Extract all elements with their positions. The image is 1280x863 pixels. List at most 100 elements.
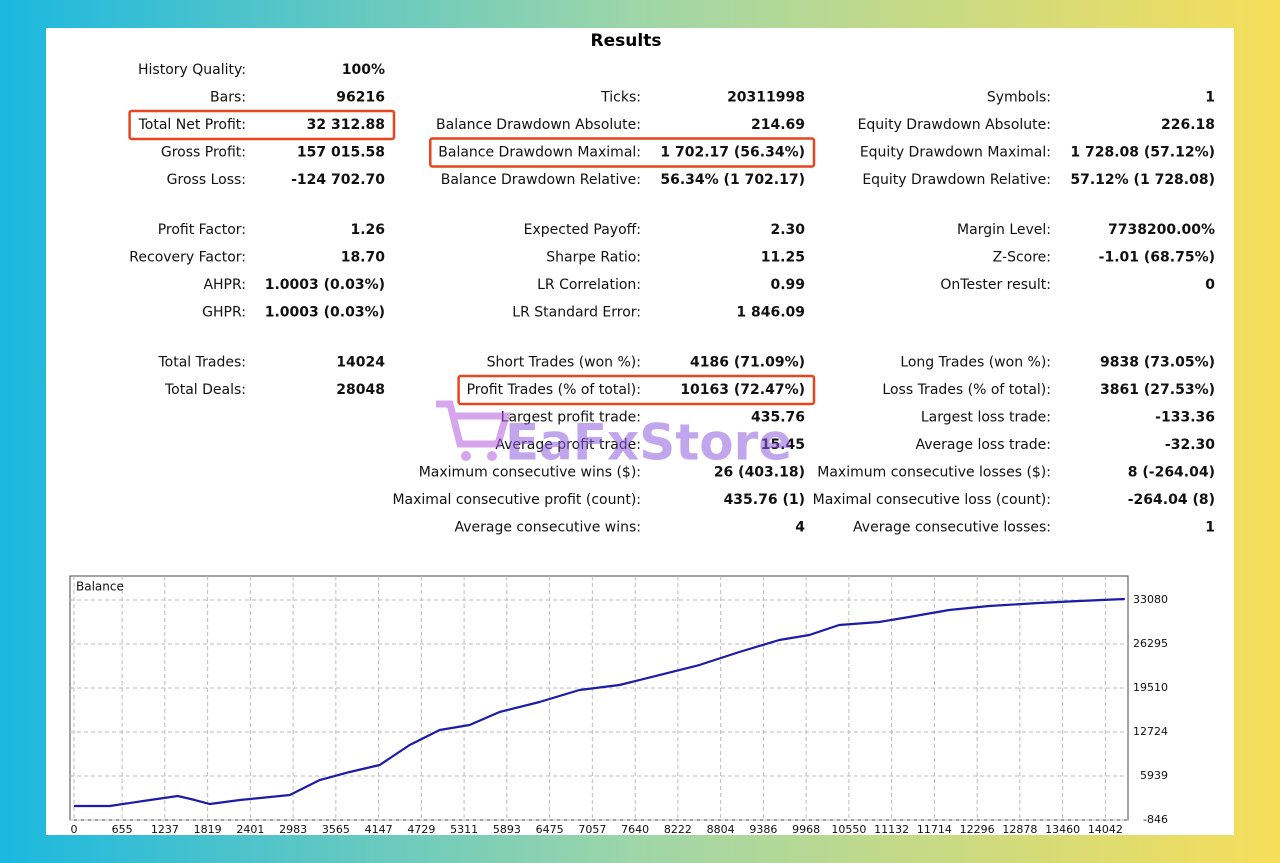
stat-value: 1.26 [350, 222, 385, 238]
watermark: EaFxStore [505, 414, 792, 472]
x-tick-label: 8804 [707, 823, 735, 836]
stat-value: 32 312.88 [307, 117, 385, 133]
stat-value: 1.0003 (0.03%) [265, 305, 385, 321]
stat-value: -264.04 (8) [1128, 492, 1215, 508]
stat-value: 3861 (27.53%) [1100, 382, 1215, 398]
stat-value: 4186 (71.09%) [690, 355, 805, 371]
highlight-box [457, 374, 816, 406]
highlight-box [429, 137, 816, 168]
stat-label: Short Trades (won %): [487, 355, 641, 371]
stat-label: Average loss trade: [916, 437, 1051, 453]
results-title: Results [591, 31, 662, 51]
stat-value: -124 702.70 [291, 172, 385, 188]
stat-label: Average profit trade: [495, 437, 641, 453]
x-tick-label: 5893 [493, 823, 521, 836]
stat-value: 20311998 [727, 90, 805, 106]
stat-label: Maximal consecutive profit (count): [392, 492, 641, 508]
x-tick-label: 10550 [831, 823, 866, 836]
y-tick-label: 5939 [1140, 769, 1168, 782]
x-tick-label: 0 [71, 823, 78, 836]
x-tick-label: 11714 [917, 823, 952, 836]
stat-label: Loss Trades (% of total): [882, 382, 1051, 398]
stat-value: 15.45 [761, 437, 805, 453]
stat-label: GHPR: [202, 305, 246, 321]
stat-value: 9838 (73.05%) [1100, 355, 1215, 371]
x-tick-label: 2401 [236, 823, 264, 836]
stat-value: 2.30 [770, 222, 805, 238]
cart-wheel [461, 451, 471, 461]
stat-label: Margin Level: [957, 222, 1051, 238]
y-tick-label: 33080 [1133, 593, 1168, 606]
stats: History Quality: 100% Bars: 96216 Ticks: 2031… [128, 62, 1215, 536]
stat-label: OnTester result: [940, 277, 1051, 293]
stat-label: History Quality: [138, 62, 246, 78]
x-tick-label: 13460 [1045, 823, 1080, 836]
x-tick-label: 7057 [578, 823, 606, 836]
x-tick-label: 14042 [1088, 823, 1123, 836]
stat-value: 1 728.08 (57.12%) [1070, 145, 1215, 161]
stat-label: Recovery Factor: [129, 250, 246, 266]
stat-value: -133.36 [1155, 410, 1215, 426]
stat-label: Equity Drawdown Absolute: [858, 117, 1051, 133]
x-tick-label: 11132 [874, 823, 909, 836]
x-tick-label: 3565 [322, 823, 350, 836]
stat-value: 14024 [336, 355, 385, 371]
stat-value: 1 846.09 [736, 305, 805, 321]
chart-title: Balance [76, 580, 124, 594]
stat-value: 1.0003 (0.03%) [265, 277, 385, 293]
x-tick-label: 2983 [279, 823, 307, 836]
stat-label: AHPR: [203, 277, 246, 293]
stat-label: Maximum consecutive wins ($): [419, 465, 641, 481]
stat-label: Total Net Profit: [138, 117, 246, 133]
stat-value: 18.70 [341, 250, 386, 266]
stat-value: 435.76 (1) [724, 492, 805, 508]
y-tick-label: -846 [1143, 813, 1168, 826]
stat-label: Gross Profit: [161, 145, 246, 161]
stat-label: Total Deals: [164, 382, 246, 398]
stat-value: 96216 [336, 90, 385, 106]
stat-value: 100% [342, 62, 385, 78]
stat-label: LR Correlation: [537, 277, 641, 293]
stat-label: Balance Drawdown Relative: [441, 172, 641, 188]
x-tick-label: 5311 [450, 823, 478, 836]
stat-label: Average consecutive losses: [853, 520, 1051, 536]
y-tick-label: 26295 [1133, 637, 1168, 650]
cart-icon [436, 400, 511, 448]
stat-label: Long Trades (won %): [900, 355, 1051, 371]
stat-label: Z-Score: [993, 250, 1051, 266]
stat-value: 1 702.17 (56.34%) [660, 145, 805, 161]
x-tick-label: 9968 [792, 823, 820, 836]
stat-value: 214.69 [751, 117, 805, 133]
stat-value: 11.25 [761, 250, 805, 266]
stat-value: 56.34% (1 702.17) [660, 172, 805, 188]
stat-label: Total Trades: [158, 355, 247, 371]
stat-value: 7738200.00% [1108, 222, 1215, 238]
stat-value: -1.01 (68.75%) [1099, 250, 1215, 266]
stat-value: 8 (-264.04) [1128, 465, 1215, 481]
stat-value: 1 [1205, 520, 1215, 536]
x-tick-label: 6475 [536, 823, 564, 836]
x-tick-label: 4729 [407, 823, 435, 836]
watermark-logo: EaFxStore [436, 400, 792, 472]
stat-label: Equity Drawdown Maximal: [860, 145, 1051, 161]
stat-label: Largest loss trade: [921, 410, 1051, 426]
stat-value: 1 [1205, 90, 1215, 106]
y-tick-label: 19510 [1133, 681, 1168, 694]
x-tick-label: 7640 [621, 823, 649, 836]
cart-wheel [487, 451, 497, 461]
stat-label: Equity Drawdown Relative: [862, 172, 1051, 188]
x-tick-label: 655 [112, 823, 133, 836]
stat-value: 57.12% (1 728.08) [1070, 172, 1215, 188]
stat-label: Symbols: [987, 90, 1051, 106]
stat-label: Profit Trades (% of total): [467, 382, 641, 398]
stat-value: 26 (403.18) [714, 465, 805, 481]
stat-value: 4 [795, 520, 805, 536]
x-tick-label: 12878 [1002, 823, 1037, 836]
y-tick-label: 12724 [1133, 725, 1168, 738]
stat-label: LR Standard Error: [512, 305, 641, 321]
stat-label: Maximum consecutive losses ($): [817, 465, 1051, 481]
stat-value: 0.99 [770, 277, 805, 293]
x-tick-label: 1819 [194, 823, 222, 836]
stat-value: 28048 [336, 382, 385, 398]
